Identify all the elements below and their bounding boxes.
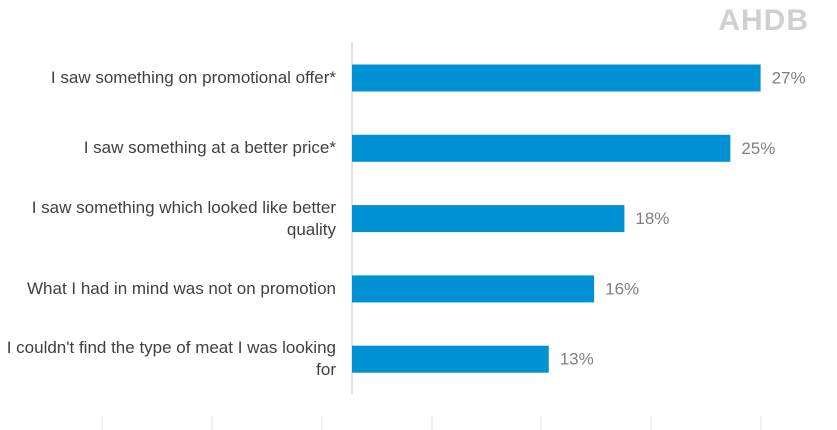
value-label: 27% [772, 68, 806, 87]
bar [352, 205, 625, 233]
bar [352, 345, 549, 373]
value-label: 18% [635, 209, 669, 228]
value-label: 16% [605, 279, 639, 298]
bar [352, 275, 595, 303]
category-label: I saw something at a better price* [83, 138, 336, 158]
category-label: What I had in mind was not on promotion [27, 278, 336, 298]
category-label: I couldn't find the type of meat I was l… [6, 338, 336, 380]
category-label: I saw something on promotional offer* [50, 68, 336, 87]
decor-ticks [101, 416, 762, 430]
category-label: I saw something which looked like better… [31, 197, 336, 239]
bar [352, 64, 761, 92]
value-label: 25% [741, 139, 775, 158]
value-label: 13% [560, 350, 594, 369]
logo: AHDB [718, 4, 809, 37]
bar [352, 134, 731, 162]
